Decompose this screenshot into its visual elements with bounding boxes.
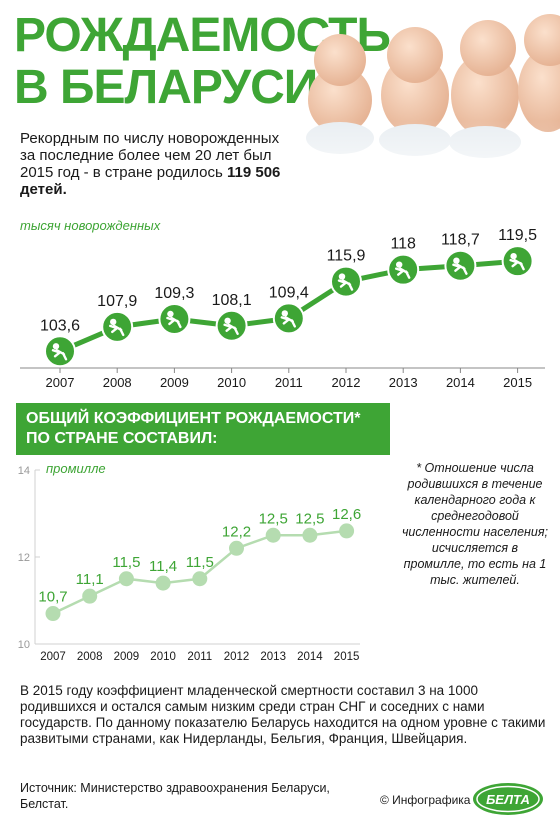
x-tick-label-2008: 2008 xyxy=(77,651,103,663)
baby-head-shape xyxy=(167,310,174,318)
x-tick-label-2012: 2012 xyxy=(224,651,250,663)
logo-text: БЕЛТА xyxy=(486,792,530,807)
baby-figure-4 xyxy=(518,14,560,132)
data-point-2008 xyxy=(82,588,98,604)
crawling-baby-icon xyxy=(223,317,239,335)
x-tick-label-2014: 2014 xyxy=(446,375,475,390)
value-label-2007: 103,6 xyxy=(40,317,80,334)
data-point-2013 xyxy=(265,527,281,543)
value-label-2014: 12,5 xyxy=(295,510,324,527)
baby-body-shape xyxy=(509,258,525,271)
crawling-baby-icon xyxy=(337,273,354,291)
value-label-2013: 118 xyxy=(390,236,416,253)
birth-rate-banner: ОБЩИЙ КОЭФФИЦИЕНТ РОЖДАЕМОСТИ* ПО СТРАНЕ… xyxy=(16,403,390,455)
belta-logo: БЕЛТА xyxy=(473,783,543,815)
crawling-baby-icon xyxy=(166,310,182,329)
x-tick-label-2010: 2010 xyxy=(217,375,246,390)
x-tick-label-2010: 2010 xyxy=(150,651,176,663)
data-point-2011 xyxy=(192,571,208,587)
value-label-2010: 108,1 xyxy=(212,292,252,309)
intro-highlight: 119 506 детей. xyxy=(20,164,281,198)
x-tick-label-2007: 2007 xyxy=(40,651,66,663)
baby-head-shape xyxy=(453,257,460,264)
births-chart: 103,6 2007 107,9 2008 109,3 2009 108,1 2010 109,… xyxy=(20,227,545,390)
x-tick-label-2008: 2008 xyxy=(103,375,132,390)
crawling-baby-icon xyxy=(51,343,68,361)
birth-rate-chart: 10 12 14 промилле 10,7 2007 11,1 2008 11,5 2009 11… xyxy=(18,461,361,663)
x-tick-label-2009: 2009 xyxy=(114,651,140,663)
value-label-2011: 11,5 xyxy=(186,554,214,571)
babies-photo xyxy=(300,14,560,200)
baby-body-shape xyxy=(337,279,354,291)
value-label-2015: 12,6 xyxy=(332,506,361,523)
baby-head-shape xyxy=(52,343,60,350)
data-point-2009 xyxy=(118,571,134,587)
baby-head-shape xyxy=(224,317,231,324)
page-title-line2: В БЕЛАРУСИ xyxy=(14,61,318,114)
crawling-baby-icon xyxy=(395,261,411,279)
value-label-2013: 12,5 xyxy=(259,510,288,527)
source-text: Источник: Министерство здравоохранения Б… xyxy=(20,781,330,811)
crawling-baby-icon xyxy=(509,252,525,271)
value-label-2007: 10,7 xyxy=(38,589,67,606)
footnote: * Отношение числа родившихся в течение к… xyxy=(401,461,549,587)
baby-body-shape xyxy=(108,324,125,337)
data-point-2015 xyxy=(339,523,355,539)
data-point-2014 xyxy=(302,527,318,543)
data-point-2012 xyxy=(229,540,244,556)
intro-body: Рекордным по числу новорожденных за посл… xyxy=(20,130,280,181)
intro-text: Рекордным по числу новорожденных за посл… xyxy=(20,130,290,198)
data-point-2010 xyxy=(155,575,171,591)
baby-body-shape xyxy=(51,349,68,361)
baby-head-shape xyxy=(396,261,403,268)
value-label-2009: 109,3 xyxy=(154,285,194,302)
x-tick-label-2009: 2009 xyxy=(160,375,189,390)
baby-body-shape xyxy=(166,316,182,329)
value-label-2012: 115,9 xyxy=(327,248,366,265)
x-tick-label-2015: 2015 xyxy=(503,375,532,390)
value-label-2010: 11,4 xyxy=(149,558,177,575)
x-tick-label-2015: 2015 xyxy=(334,651,360,663)
chart1-units-label: тысяч новорожденных xyxy=(20,218,161,233)
crawling-baby-icon xyxy=(280,310,296,328)
x-tick-label-2013: 2013 xyxy=(389,375,418,390)
value-label-2015: 119,5 xyxy=(498,227,537,244)
value-label-2008: 11,1 xyxy=(76,571,104,588)
credit-text: © Инфографика xyxy=(380,793,471,807)
value-label-2009: 11,5 xyxy=(112,554,140,571)
x-tick-label-2011: 2011 xyxy=(275,375,303,390)
y-tick-label-12: 12 xyxy=(18,552,30,564)
baby-body-shape xyxy=(280,316,296,328)
x-tick-label-2007: 2007 xyxy=(46,375,75,390)
crawling-baby-icon xyxy=(452,257,468,275)
baby-head-shape xyxy=(281,310,288,317)
infant-mortality-paragraph: В 2015 году коэффициент младенческой сме… xyxy=(20,683,546,746)
y-tick-label-10: 10 xyxy=(18,639,30,651)
y-tick-label-14: 14 xyxy=(18,465,30,477)
x-tick-label-2014: 2014 xyxy=(297,651,323,663)
x-tick-label-2013: 2013 xyxy=(260,651,286,663)
value-label-2014: 118,7 xyxy=(441,232,480,249)
crawling-baby-icon xyxy=(108,318,125,337)
baby-head-shape xyxy=(510,252,517,260)
value-label-2008: 107,9 xyxy=(97,293,137,310)
baby-body-shape xyxy=(395,267,411,279)
baby-head-shape xyxy=(338,273,346,280)
data-point-2007 xyxy=(45,606,61,622)
value-label-2011: 109,4 xyxy=(269,284,309,301)
baby-head-shape xyxy=(110,318,117,326)
baby-body-shape xyxy=(223,323,239,335)
chart2-units-label: промилле xyxy=(46,461,106,476)
baby-body-shape xyxy=(452,263,468,275)
banner-line2: ПО СТРАНЕ СОСТАВИЛ: xyxy=(26,430,218,447)
value-label-2012: 12,2 xyxy=(222,523,251,540)
x-tick-label-2011: 2011 xyxy=(187,651,212,663)
banner-line1: ОБЩИЙ КОЭФФИЦИЕНТ РОЖДАЕМОСТИ* xyxy=(26,410,361,427)
x-tick-label-2012: 2012 xyxy=(332,375,361,390)
